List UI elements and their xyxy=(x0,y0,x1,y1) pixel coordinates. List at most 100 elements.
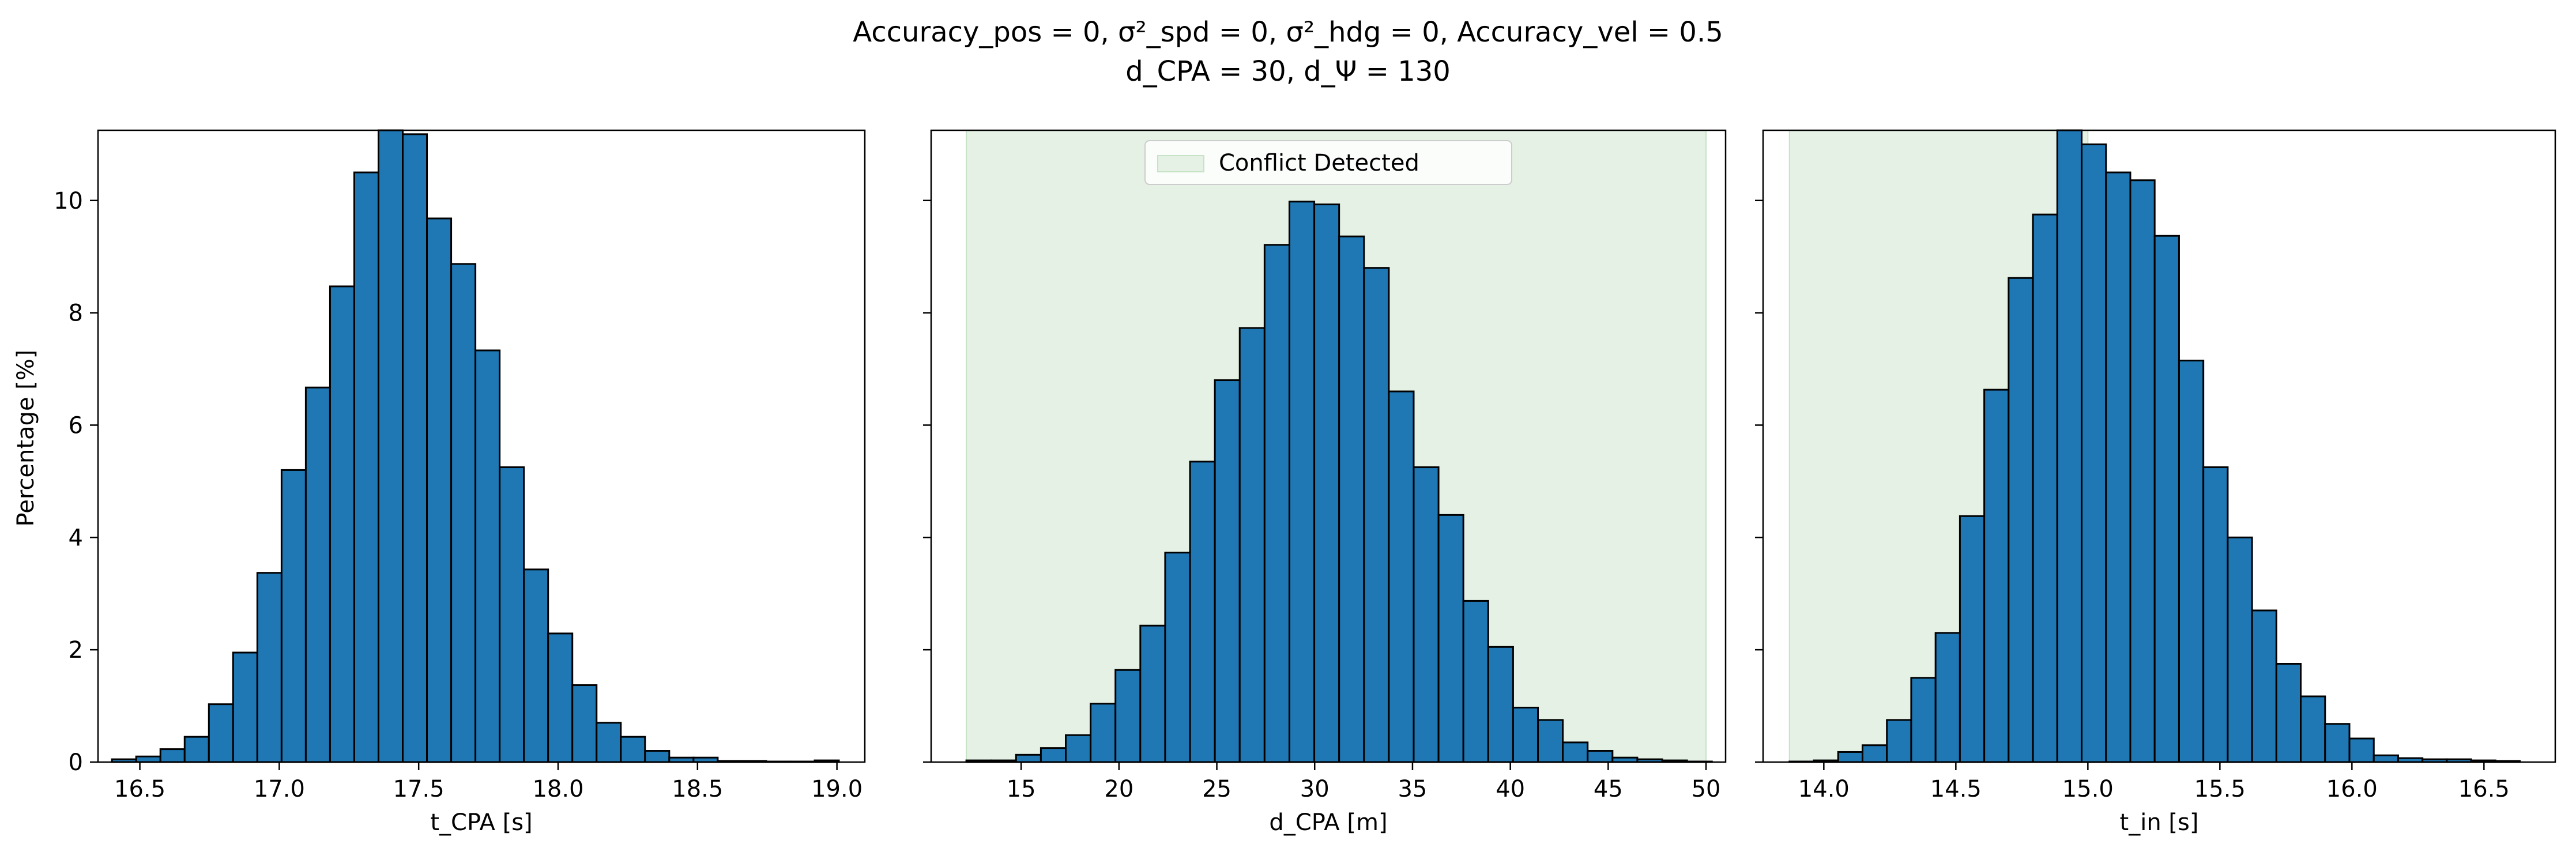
axes-frame xyxy=(97,129,866,763)
legend: Conflict Detected xyxy=(1144,140,1512,185)
histogram-bar xyxy=(1587,750,1614,763)
histogram-panel-2: 15 20 25 30 35 40 45 50 d_CPA [m] Conflict Detect… xyxy=(923,129,1727,836)
histogram-bar xyxy=(2251,609,2277,763)
x-tick-label: 40 xyxy=(1496,776,1525,802)
histogram-bar xyxy=(474,349,501,763)
x-tick-label: 15.5 xyxy=(2194,776,2246,802)
x-tick-label: 30 xyxy=(1300,776,1330,802)
histogram-bar xyxy=(1090,703,1117,763)
histogram-bar xyxy=(2081,143,2107,763)
histogram-bar xyxy=(208,703,234,763)
histogram-bar xyxy=(2153,235,2180,763)
y-tick-label: 0 xyxy=(69,749,83,776)
x-tick-label: 15.0 xyxy=(2062,776,2114,802)
histogram-bar xyxy=(426,217,453,763)
histogram-bar xyxy=(183,736,210,763)
histogram-bar xyxy=(2348,737,2375,763)
histogram-bar xyxy=(450,263,477,763)
histogram-bar xyxy=(1114,669,1142,763)
histogram-bar xyxy=(1959,515,1986,763)
histogram-bar xyxy=(1861,744,1888,763)
figure-title-line1: Accuracy_pos = 0, σ²_spd = 0, σ²_hdg = 0… xyxy=(853,16,1723,48)
histogram-bar xyxy=(2056,129,2083,763)
histogram-bar xyxy=(1139,624,1166,763)
histogram-bar xyxy=(232,651,258,763)
histogram-bar xyxy=(2178,359,2205,763)
x-tick-label: 19.0 xyxy=(811,776,863,802)
x-tick-label: 14.0 xyxy=(1798,776,1850,802)
y-tick-label: 6 xyxy=(69,412,83,439)
histogram-bar xyxy=(523,568,549,763)
histogram-bar xyxy=(596,722,622,763)
axes-frame xyxy=(1762,129,2556,763)
axes-frame xyxy=(930,129,1727,763)
histogram-bar xyxy=(402,133,428,763)
histogram-bar xyxy=(256,572,283,763)
y-tick-label: 8 xyxy=(69,300,83,327)
x-axis-label: t_CPA [s] xyxy=(430,809,532,836)
x-tick-label: 25 xyxy=(1202,776,1231,802)
x-tick-label: 15 xyxy=(1007,776,1036,802)
histogram-bar xyxy=(644,750,671,763)
histogram-bar xyxy=(1388,390,1415,763)
histogram-bar xyxy=(1983,389,2010,763)
x-tick-label: 35 xyxy=(1398,776,1427,802)
histogram-bar xyxy=(280,469,307,763)
histogram-panel-1: 16.5 17.0 17.5 18.0 18.5 19.0 0 2 4 6 8 10 t_CPA [s] xyxy=(54,129,866,836)
histogram-bar xyxy=(571,684,598,763)
histogram-bar xyxy=(1065,734,1092,763)
x-tick-label: 17.5 xyxy=(393,776,445,802)
histogram-bar xyxy=(1512,707,1539,763)
histogram-bar xyxy=(1189,461,1216,763)
histogram-bar xyxy=(1413,466,1440,763)
histogram-bar xyxy=(1487,646,1514,763)
histogram-bar xyxy=(620,736,646,763)
histogram-bar xyxy=(1263,244,1290,763)
histogram-bar xyxy=(2129,179,2156,763)
histogram-bar xyxy=(2372,754,2399,763)
x-tick-label: 14.5 xyxy=(1930,776,1982,802)
histogram-bar xyxy=(1437,514,1464,763)
legend-swatch xyxy=(1157,155,1204,172)
x-tick-label: 50 xyxy=(1692,776,1721,802)
x-tick-label: 17.0 xyxy=(254,776,305,802)
x-tick-label: 16.0 xyxy=(2326,776,2378,802)
legend-box xyxy=(1144,140,1512,185)
histogram-bar xyxy=(2227,536,2253,763)
histogram-panels: 16.5 17.0 17.5 18.0 18.5 19.0 0 2 4 6 8 10 t_CPA [s]… xyxy=(54,129,2556,836)
histogram-bar xyxy=(353,171,379,763)
histogram-bar xyxy=(1040,747,1067,763)
histogram-bar xyxy=(499,466,525,763)
histogram-bar xyxy=(1015,753,1042,763)
histogram-bar xyxy=(2202,466,2229,763)
x-tick-label: 20 xyxy=(1104,776,1133,802)
histogram-bar xyxy=(1462,600,1489,763)
histogram-bar xyxy=(2008,277,2034,763)
histogram-bar xyxy=(1934,632,1961,763)
legend-label: Conflict Detected xyxy=(1219,150,1419,176)
histogram-bar xyxy=(547,632,574,763)
histogram-bar xyxy=(2324,723,2351,763)
y-tick-label: 10 xyxy=(54,188,83,214)
x-axis-label: t_in [s] xyxy=(2120,809,2199,836)
y-tick-label: 4 xyxy=(69,525,83,551)
histogram-bar xyxy=(1238,327,1266,763)
histogram-bar xyxy=(2105,171,2131,763)
histogram-bar xyxy=(304,386,331,763)
histogram-bar xyxy=(1313,203,1340,763)
histogram-bar xyxy=(1164,552,1191,763)
histogram-bar xyxy=(1562,741,1589,763)
histogram-bar xyxy=(1214,379,1241,763)
histogram-bar xyxy=(329,285,355,763)
histogram-bar xyxy=(2032,213,2058,763)
histogram-panel-3: 14.0 14.5 15.0 15.5 16.0 16.5 t_in [s] xyxy=(1755,129,2556,836)
y-tick-label: 2 xyxy=(69,637,83,663)
x-tick-label: 16.5 xyxy=(114,776,165,802)
histogram-bar xyxy=(1837,751,1863,763)
histogram-bar xyxy=(1886,719,1912,763)
figure-title-line2: d_CPA = 30, d_Ψ = 130 xyxy=(1125,55,1451,88)
histogram-bar xyxy=(1537,719,1564,763)
histogram-bar xyxy=(159,748,186,763)
x-tick-label: 16.5 xyxy=(2458,776,2510,802)
